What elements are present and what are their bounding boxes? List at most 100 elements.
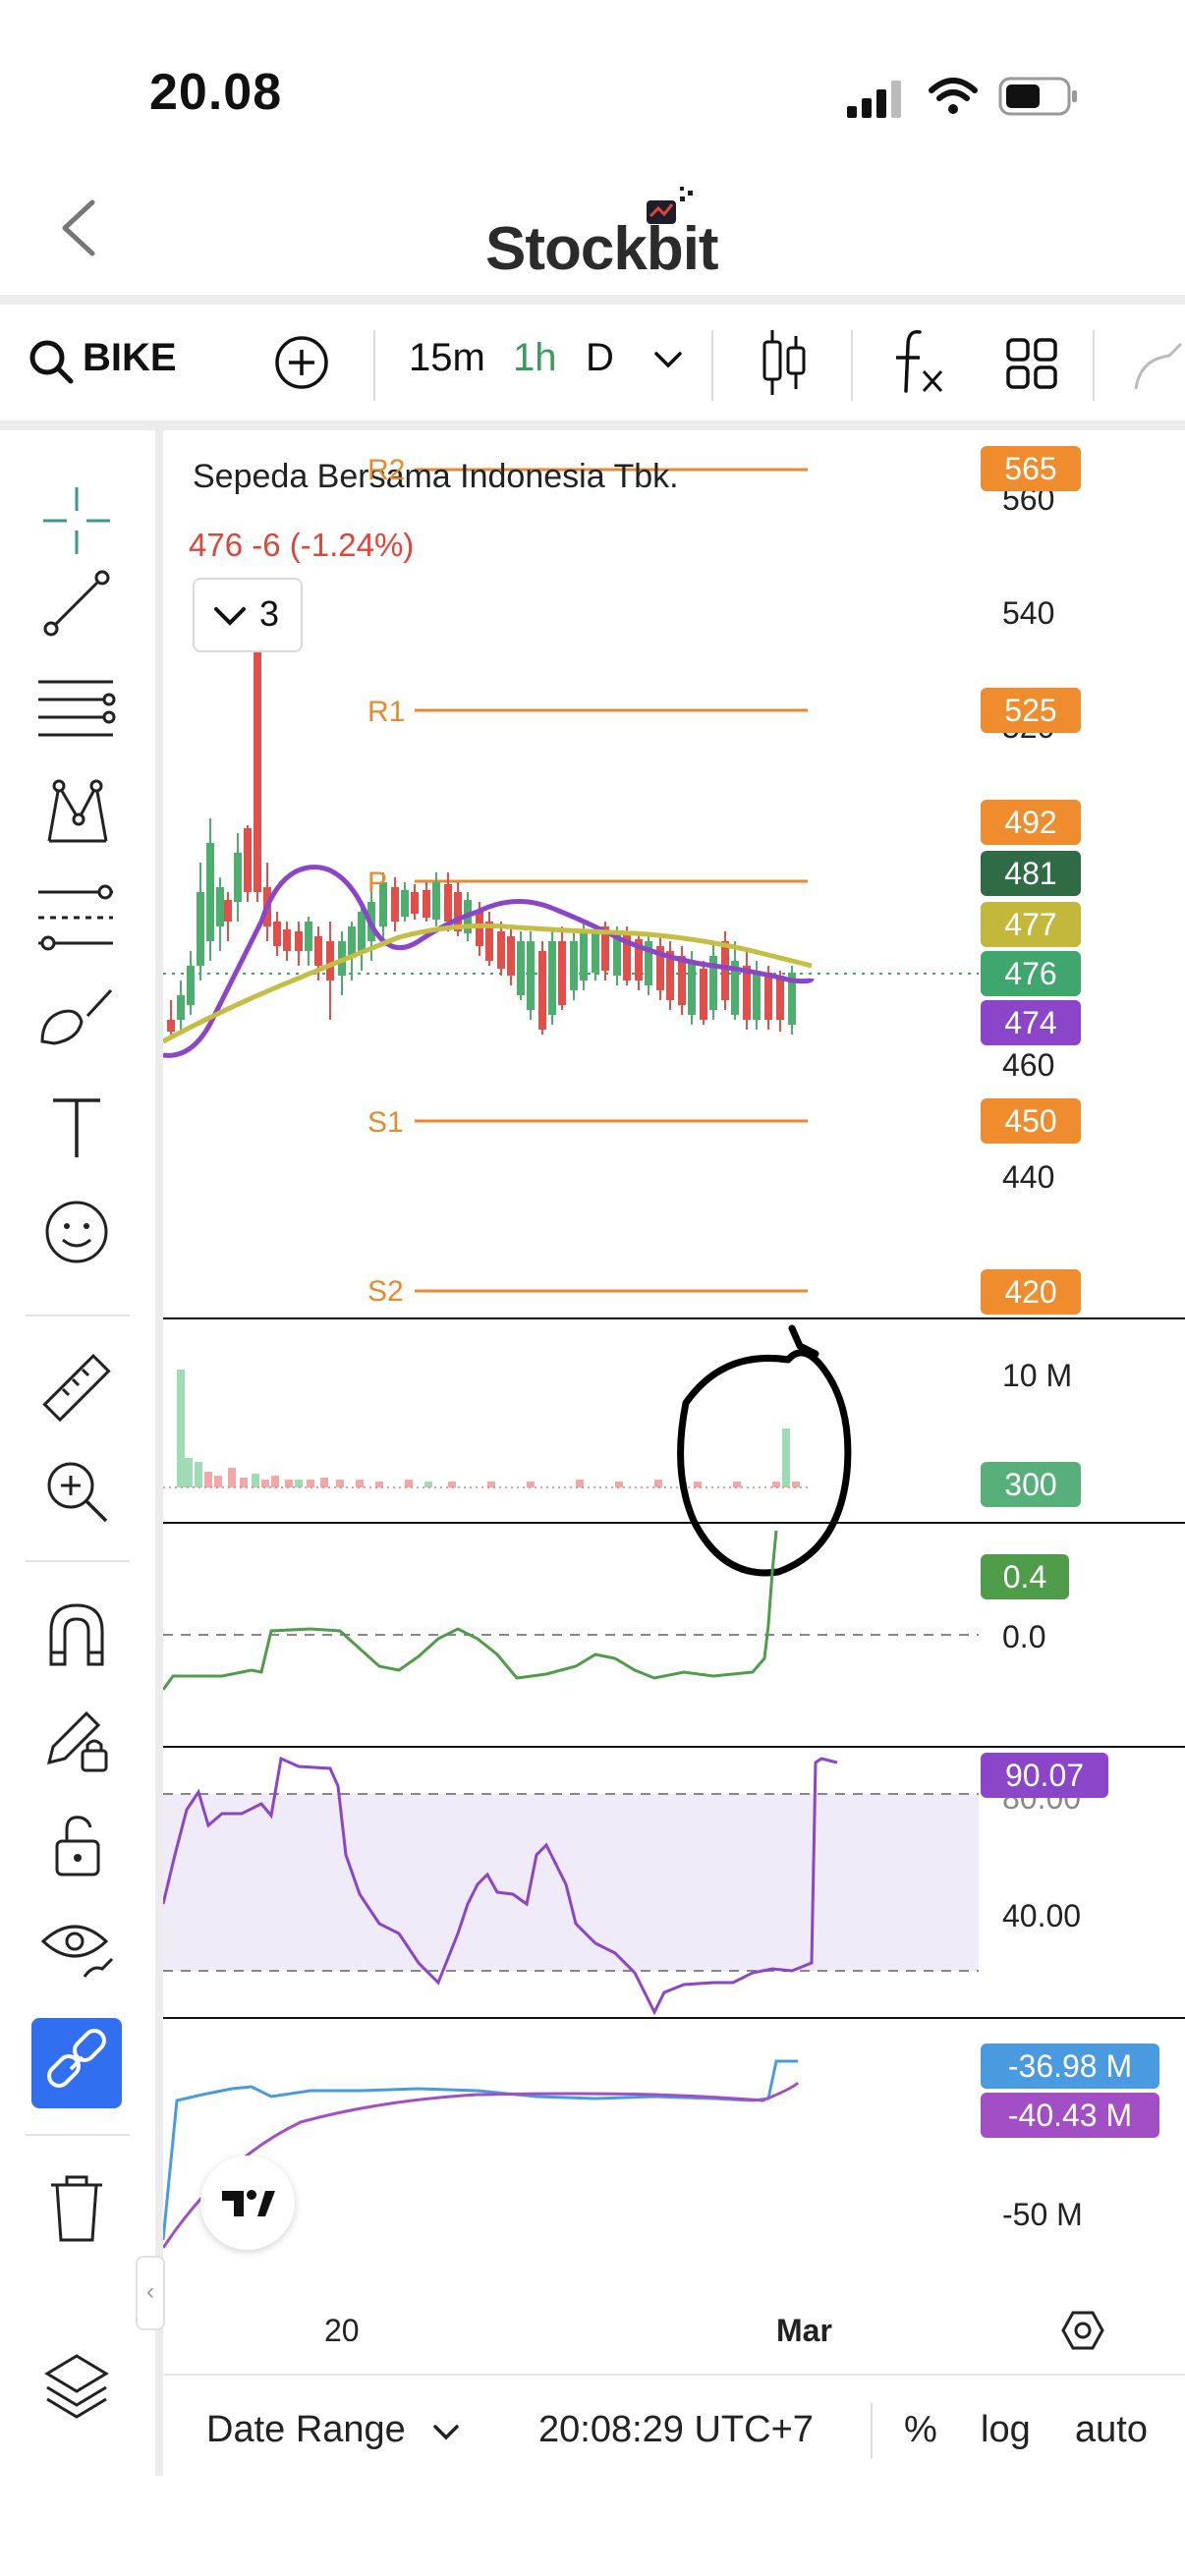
- candle-body: [411, 892, 419, 914]
- zoom-in-tool[interactable]: [28, 1452, 126, 1531]
- link-icon: [47, 2029, 106, 2088]
- bottom-bar-divider: [163, 2374, 1185, 2376]
- price-axis-label: 540: [1002, 595, 1055, 631]
- volume-bar: [424, 1482, 432, 1487]
- magnet-icon: [49, 1603, 104, 1666]
- grid-layout-icon[interactable]: [1004, 336, 1059, 391]
- search-icon[interactable]: [28, 338, 75, 385]
- indicator-collapse-button[interactable]: 3: [193, 578, 303, 652]
- candle-body: [391, 887, 399, 922]
- chevron-down-icon[interactable]: [652, 348, 684, 371]
- trend-line-tool[interactable]: [28, 564, 126, 643]
- interval-d[interactable]: D: [586, 336, 614, 379]
- horizontal-lines-tool[interactable]: [28, 670, 126, 749]
- price-tag-r1: 525: [981, 688, 1081, 733]
- auto-toggle[interactable]: auto: [1075, 2409, 1148, 2450]
- toolbar-divider: [1093, 330, 1095, 401]
- volume-bar: [271, 1476, 279, 1487]
- candle-body: [548, 941, 556, 1015]
- unlock-tool[interactable]: [28, 1806, 126, 1884]
- oscillator-tag: 0.4: [981, 1554, 1069, 1599]
- link-tool[interactable]: [31, 2018, 122, 2108]
- volume-bar: [527, 1482, 535, 1487]
- header-divider: [0, 295, 1185, 305]
- volume-bar: [733, 1482, 741, 1487]
- oscillator-line: [163, 1530, 778, 1691]
- percent-toggle[interactable]: %: [904, 2409, 937, 2450]
- unlock-icon: [55, 1816, 100, 1876]
- tradingview-badge[interactable]: [200, 2156, 295, 2250]
- settings-icon[interactable]: [1059, 2309, 1106, 2352]
- drawing-tools-panel: [0, 430, 155, 2476]
- layers-tool[interactable]: [28, 2346, 126, 2425]
- signal-icon: [847, 81, 901, 118]
- pivot-r1-label: R1: [367, 696, 406, 728]
- panel-border: [155, 430, 163, 2476]
- text-tool[interactable]: [28, 1089, 126, 1167]
- interval-15m[interactable]: 15m: [409, 336, 485, 379]
- candle-body: [527, 941, 535, 1010]
- collapse-panel-handle[interactable]: ‹: [136, 2256, 165, 2330]
- layers-icon: [44, 2354, 109, 2419]
- volume-bar: [177, 1370, 185, 1487]
- volume-bar: [792, 1482, 800, 1487]
- price-tag-492: 492: [981, 800, 1081, 845]
- emoji-tool[interactable]: [28, 1193, 126, 1271]
- lock-drawing-tool[interactable]: [28, 1700, 126, 1778]
- drawing-icon[interactable]: [1130, 340, 1185, 395]
- chevron-down-icon[interactable]: [432, 2423, 460, 2442]
- fib-tool[interactable]: [28, 878, 126, 957]
- price-tag-474: 474: [981, 1000, 1081, 1045]
- ruler-icon: [42, 1353, 111, 1423]
- candle-body: [635, 939, 643, 980]
- candle-body: [454, 892, 462, 931]
- back-button[interactable]: [55, 196, 104, 259]
- interval-1h[interactable]: 1h: [513, 336, 557, 379]
- brush-icon: [40, 988, 113, 1045]
- candle-body: [444, 884, 452, 922]
- volume-bar: [615, 1482, 623, 1487]
- timestamp: 20:08:29 UTC+7: [538, 2409, 814, 2450]
- magnet-tool[interactable]: [28, 1596, 126, 1674]
- candlestick-icon[interactable]: [759, 326, 808, 399]
- candle-body: [776, 976, 784, 1020]
- candle-body: [234, 853, 242, 902]
- candle-body: [379, 882, 387, 926]
- function-icon[interactable]: [892, 328, 947, 395]
- log-toggle[interactable]: log: [981, 2409, 1031, 2450]
- chart-canvas[interactable]: [163, 430, 1185, 2374]
- rsi-tag: 90.07: [981, 1753, 1108, 1798]
- candle-body: [401, 890, 409, 917]
- volume-bar: [356, 1480, 364, 1487]
- candle-body: [613, 933, 621, 976]
- candle-body: [623, 931, 631, 980]
- eye-tool[interactable]: [28, 1910, 126, 1988]
- symbol-label[interactable]: BIKE: [83, 336, 177, 379]
- moving-average-purple: [163, 865, 815, 1058]
- toolbar-divider: [373, 330, 375, 401]
- volume-bar: [214, 1476, 222, 1487]
- brush-tool[interactable]: [28, 980, 126, 1059]
- pattern-tool[interactable]: [28, 774, 126, 853]
- candle-body: [678, 956, 686, 1005]
- tools-divider: [26, 1315, 130, 1316]
- candle-body: [700, 969, 707, 1020]
- time-axis-label: 20: [324, 2313, 360, 2348]
- volume-bar: [261, 1480, 269, 1487]
- toolbar-divider-bottom: [0, 420, 1185, 430]
- date-range-button[interactable]: Date Range: [206, 2409, 406, 2450]
- trash-tool[interactable]: [28, 2169, 126, 2248]
- volume-bar: [336, 1480, 344, 1487]
- crosshair-tool[interactable]: [28, 481, 126, 560]
- emoji-icon: [45, 1201, 108, 1263]
- moving-average-yellow: [163, 923, 813, 1044]
- trend-line-icon: [43, 570, 110, 637]
- ruler-tool[interactable]: [28, 1350, 126, 1428]
- instrument-title: Sepeda Bersama Indonesia Tbk.: [193, 458, 679, 495]
- add-circle-icon[interactable]: [273, 334, 330, 391]
- price-tag-last: 476: [981, 951, 1081, 996]
- status-time: 20.08: [149, 64, 283, 121]
- oscillator-axis-label: 0.0: [1002, 1619, 1046, 1654]
- price-tag-481: 481: [981, 851, 1081, 896]
- price-change: 476 -6 (-1.24%): [189, 527, 415, 563]
